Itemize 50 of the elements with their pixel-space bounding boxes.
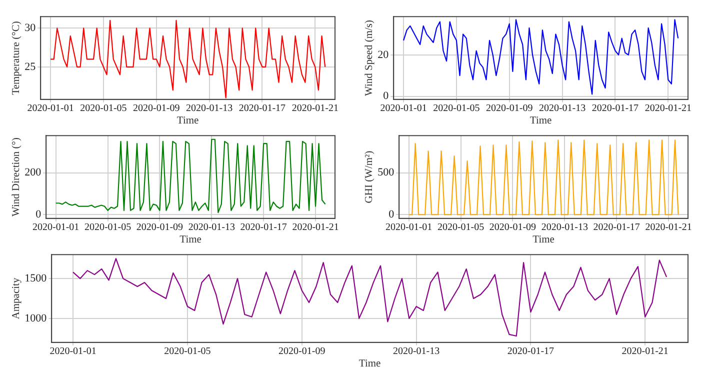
y-axis-title: Ampacity (11, 277, 22, 320)
x-axis-title: Time (180, 234, 202, 246)
x-axis-title: Time (532, 234, 555, 246)
x-tick-label: 2020-01-17 (240, 222, 287, 234)
y-tick-label: 1500 (24, 272, 48, 284)
x-tick-label: 2020-01-01 (27, 103, 74, 114)
y-tick-label: 200 (24, 166, 42, 179)
x-tick-label: 2020-01-05 (433, 103, 480, 114)
x-axis-title: Time (530, 115, 552, 126)
x-tick-label: 2020-01-17 (592, 103, 639, 114)
y-tick-label: 0 (388, 208, 395, 221)
x-tick-label: 2020-01-09 (278, 346, 326, 358)
x-tick-label: 2020-01-05 (84, 222, 132, 234)
x-tick-label: 2020-01-01 (380, 103, 427, 114)
y-axis-title: Wind Direction (°) (11, 137, 22, 217)
x-tick-label: 2020-01-13 (538, 103, 586, 114)
x-tick-label: 2020-01-09 (133, 103, 180, 114)
x-tick-label: 2020-01-17 (507, 346, 554, 358)
y-axis-title: Temperature (°C) (11, 20, 22, 95)
x-tick-label: 2020-01-13 (186, 103, 233, 114)
x-tick-label: 2020-01-13 (188, 222, 235, 234)
x-tick-label: 2020-01-09 (489, 222, 536, 234)
x-tick-label: 2020-01-21 (622, 346, 668, 358)
x-tick-label: 2020-01-21 (644, 103, 692, 114)
x-tick-label: 2020-01-09 (136, 222, 184, 234)
x-axis-title: Time (358, 358, 382, 370)
x-tick-label: 2020-01-01 (50, 346, 96, 358)
x-tick-label: 2020-01-01 (386, 222, 432, 234)
y-axis-title: Wind Speed (m/s) (364, 20, 376, 96)
y-tick-label: 1000 (24, 312, 48, 324)
x-tick-label: 2020-01-13 (541, 222, 588, 234)
y-tick-label: 500 (378, 166, 395, 179)
y-tick-label: 25 (24, 60, 36, 73)
y-tick-label: 20 (378, 48, 390, 61)
y-tick-label: 0 (383, 90, 390, 102)
x-tick-label: 2020-01-17 (238, 103, 286, 114)
x-tick-label: 2020-01-01 (32, 222, 80, 234)
x-axis-title: Time (176, 115, 200, 126)
x-tick-label: 2020-01-21 (645, 222, 692, 234)
x-tick-label: 2020-01-21 (292, 222, 339, 234)
y-tick-label: 30 (24, 22, 36, 34)
x-tick-label: 2020-01-05 (80, 103, 127, 114)
x-tick-label: 2020-01-17 (593, 222, 640, 234)
x-tick-label: 2020-01-21 (292, 103, 338, 114)
x-tick-label: 2020-01-05 (164, 346, 211, 358)
x-tick-label: 2020-01-13 (392, 346, 440, 358)
x-tick-label: 2020-01-09 (486, 103, 533, 114)
x-tick-label: 2020-01-05 (437, 222, 484, 234)
y-tick-label: 0 (36, 208, 42, 221)
y-axis-title: GHI (W/m²) (364, 150, 376, 204)
